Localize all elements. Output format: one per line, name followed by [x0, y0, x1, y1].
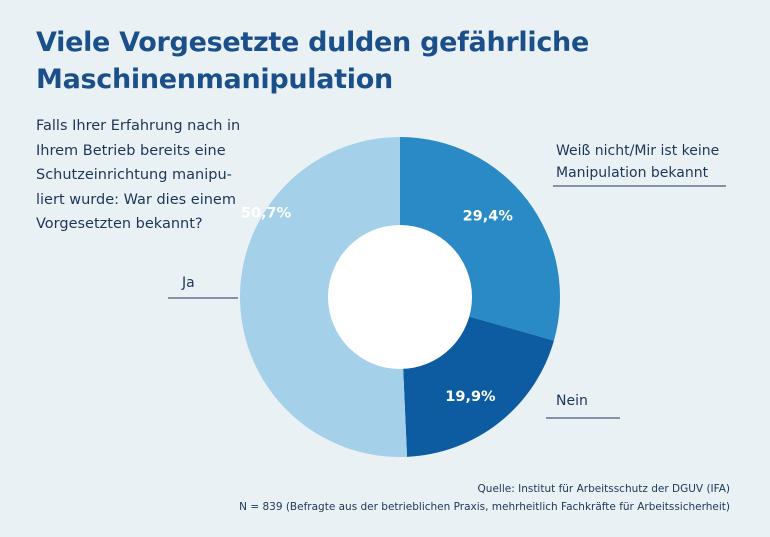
donut-hole [328, 225, 472, 369]
slice-category-label: Ja [181, 275, 195, 291]
slice-category-label: Weiß nicht/Mir ist keine Manipulation bek… [556, 143, 719, 181]
question-line: Ihrem Betrieb bereits eine [36, 142, 226, 159]
source-line: Quelle: Institut für Arbeitsschutz der D… [477, 483, 730, 495]
label-line: Manipulation bekannt [556, 165, 709, 181]
chart-title: Viele Vorgesetzte dulden gefährliche Mas… [36, 27, 589, 95]
survey-question: Falls Ihrer Erfahrung nach in Ihrem Betr… [36, 114, 251, 237]
label-line: Nein [556, 393, 588, 409]
question-line: liert wurde: War dies einem [36, 191, 236, 208]
label-line: Weiß nicht/Mir ist keine [556, 143, 719, 159]
sample-size-line: N = 839 (Befragte aus der betrieblichen … [239, 501, 730, 513]
question-line: Schutzeinrichtung manipu- [36, 167, 232, 183]
label-line: Ja [181, 275, 195, 291]
question-line: Vorgesetzten bekannt? [36, 216, 203, 232]
slice-value-label: 50,7% [241, 206, 292, 222]
slice-value-labels: 29,4% 19,9% 50,7% [241, 206, 513, 405]
slice-value-label: 19,9% [445, 389, 496, 405]
source-note: Quelle: Institut für Arbeitsschutz der D… [239, 480, 730, 516]
slice-category-label: Nein [556, 393, 588, 409]
question-line: Falls Ihrer Erfahrung nach in [36, 118, 241, 134]
donut-slice [240, 137, 408, 457]
slice-category-labels: Weiß nicht/Mir ist keine Manipulation bek… [168, 143, 726, 419]
slice-value-label: 29,4% [463, 209, 514, 225]
